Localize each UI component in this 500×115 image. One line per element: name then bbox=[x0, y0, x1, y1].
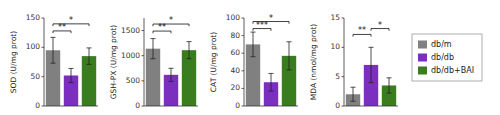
y-axis-label: CAT (U/mg prot) bbox=[209, 32, 218, 92]
legend-label: db/db bbox=[431, 53, 454, 62]
significance-label: ** bbox=[358, 26, 366, 35]
y-tick-label: 60 bbox=[230, 48, 240, 57]
marks bbox=[346, 47, 396, 106]
significance-label: * bbox=[378, 21, 382, 30]
y-tick-label: 50 bbox=[30, 72, 40, 81]
legend: db/m db/db db/db+BAI bbox=[412, 34, 482, 81]
error-bar bbox=[87, 48, 92, 64]
y-tick-label: 1500 bbox=[121, 26, 140, 35]
y-axis-label: GSH-PX (U/mg prot) bbox=[109, 25, 118, 100]
error-bar bbox=[387, 78, 392, 93]
y-axis-label: MDA (nmol/mg prot) bbox=[309, 24, 318, 100]
y-axis-line bbox=[344, 18, 345, 106]
y-tick bbox=[242, 53, 245, 54]
legend-swatch bbox=[418, 41, 427, 49]
legend-frame bbox=[412, 34, 482, 81]
marks bbox=[146, 39, 196, 106]
significance-label: * bbox=[69, 16, 73, 25]
significance-label: * bbox=[169, 16, 173, 25]
y-tick bbox=[242, 106, 245, 107]
error-bar bbox=[187, 42, 192, 59]
x-axis-line bbox=[44, 106, 98, 107]
y-tick-label: 500 bbox=[126, 76, 141, 85]
error-bar bbox=[287, 42, 292, 70]
y-tick-label: 100 bbox=[226, 13, 241, 22]
error-bar bbox=[151, 39, 156, 59]
y-axis-line bbox=[244, 18, 245, 106]
error-bar bbox=[369, 47, 374, 82]
x-axis-line bbox=[344, 106, 398, 107]
y-tick bbox=[42, 47, 45, 48]
panel: 020406080100CAT (U/mg prot)**** bbox=[209, 13, 298, 110]
y-tick-label: 40 bbox=[230, 66, 240, 75]
y-tick-label: 5 bbox=[335, 72, 340, 81]
y-tick bbox=[342, 18, 345, 19]
y-tick bbox=[142, 30, 145, 31]
y-tick-label: 1000 bbox=[121, 51, 140, 60]
chart-root: 050100150SOD (U/mg prot)***050010001500G… bbox=[0, 0, 500, 115]
y-tick-label: 100 bbox=[26, 42, 41, 51]
error-bar bbox=[269, 73, 274, 91]
y-tick-label: 15 bbox=[330, 13, 340, 22]
panel: 050010001500GSH-PX (U/mg prot)*** bbox=[109, 16, 198, 110]
marks bbox=[46, 37, 96, 106]
error-bar bbox=[51, 37, 56, 63]
y-tick-label: 150 bbox=[26, 13, 41, 22]
legend-swatch bbox=[418, 67, 427, 75]
y-tick bbox=[342, 47, 345, 48]
panel: 051015MDA (nmol/mg prot)*** bbox=[309, 13, 398, 110]
error-bar bbox=[169, 68, 174, 81]
y-tick-label: 0 bbox=[35, 101, 40, 110]
y-tick-label: 10 bbox=[330, 42, 340, 51]
y-axis-line bbox=[144, 18, 145, 106]
y-tick bbox=[342, 106, 345, 107]
legend-label: db/db+BAI bbox=[431, 66, 474, 75]
y-tick-label: 0 bbox=[235, 101, 240, 110]
y-tick bbox=[242, 70, 245, 71]
error-bar bbox=[251, 32, 256, 57]
significance-label: * bbox=[269, 14, 273, 23]
y-tick bbox=[242, 18, 245, 19]
y-axis-line bbox=[44, 18, 45, 106]
y-tick bbox=[42, 18, 45, 19]
y-tick bbox=[42, 106, 45, 107]
y-tick bbox=[142, 106, 145, 107]
legend-swatch bbox=[418, 54, 427, 62]
legend-label: db/m bbox=[431, 40, 452, 49]
marks bbox=[246, 32, 296, 106]
y-tick bbox=[342, 76, 345, 77]
y-tick-label: 0 bbox=[335, 101, 340, 110]
y-tick bbox=[242, 35, 245, 36]
y-tick bbox=[142, 80, 145, 81]
panel: 050100150SOD (U/mg prot)*** bbox=[9, 13, 98, 110]
x-axis-line bbox=[144, 106, 198, 107]
y-tick bbox=[42, 76, 45, 77]
y-tick bbox=[142, 55, 145, 56]
y-axis-label: SOD (U/mg prot) bbox=[9, 31, 18, 93]
y-tick-label: 80 bbox=[230, 31, 240, 40]
error-bar bbox=[69, 68, 74, 82]
y-tick-label: 20 bbox=[230, 83, 240, 92]
error-bar bbox=[351, 87, 356, 101]
y-tick-label: 0 bbox=[135, 101, 140, 110]
y-tick bbox=[242, 88, 245, 89]
x-axis-line bbox=[244, 106, 298, 107]
